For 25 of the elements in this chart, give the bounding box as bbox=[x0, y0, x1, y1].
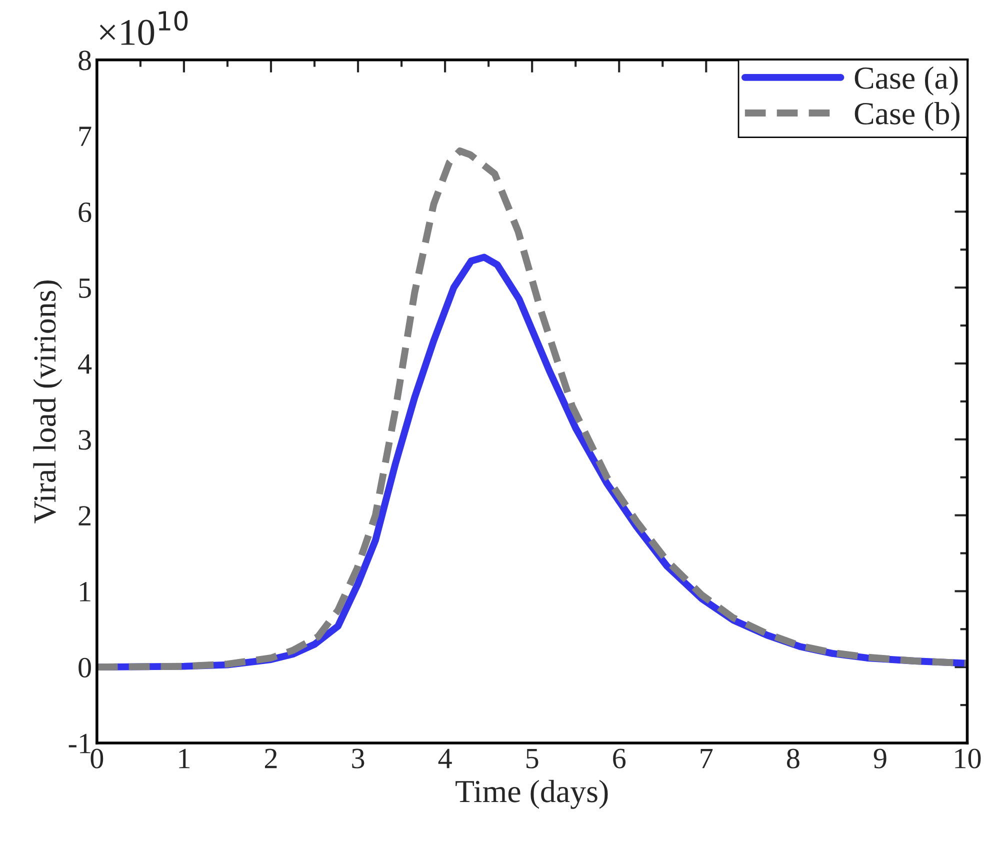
legend-label: Case (a) bbox=[854, 66, 958, 96]
y-tick-label: 4 bbox=[78, 354, 92, 374]
y-tick-label: 0 bbox=[78, 658, 91, 678]
y-tick-label: 6 bbox=[78, 202, 92, 222]
x-tick-label: 10 bbox=[955, 748, 981, 768]
x-tick-label: 1 bbox=[179, 748, 190, 768]
x-tick-label: 5 bbox=[526, 748, 538, 768]
y-tick-label: 1 bbox=[80, 582, 90, 602]
x-tick-label: 3 bbox=[352, 748, 364, 768]
y-tick-label: 2 bbox=[78, 506, 90, 526]
x-tick-label: 4 bbox=[438, 748, 452, 768]
y-tick-label: 5 bbox=[79, 278, 91, 298]
x-axis-title: Time (days) bbox=[456, 780, 608, 809]
x-tick-label: 2 bbox=[264, 748, 277, 768]
x-tick-label: 8 bbox=[787, 748, 800, 768]
legend-label: Case (b) bbox=[854, 102, 960, 131]
text: ×10$^{10}$ bbox=[100, 10, 188, 46]
x-tick-label: 6 bbox=[613, 748, 626, 768]
y-tick-label: -1 bbox=[68, 734, 90, 754]
x-tick-label: 7 bbox=[700, 748, 713, 768]
y-axis-title: Viral load (virions) bbox=[33, 280, 62, 524]
x-tick-label: 9 bbox=[874, 748, 886, 768]
y-tick-label: 7 bbox=[79, 126, 92, 146]
y-tick-label: 3 bbox=[78, 430, 91, 450]
y-tick-label: 8 bbox=[78, 50, 91, 70]
